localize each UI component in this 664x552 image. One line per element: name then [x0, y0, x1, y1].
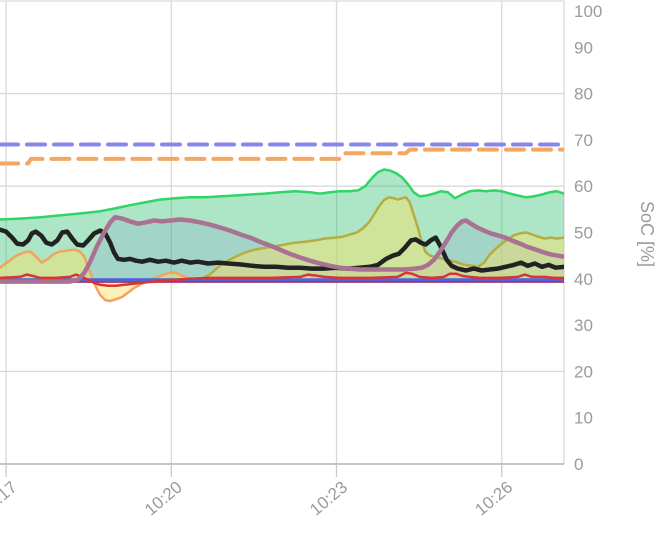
x-tick-label-10:17: 10:17	[0, 478, 21, 520]
x-tick-label-10:20: 10:20	[141, 478, 186, 520]
y-tick-label-0: 0	[574, 455, 583, 474]
y-tick-label-30: 30	[574, 316, 593, 335]
y-tick-label-80: 80	[574, 85, 593, 104]
y-tick-label-70: 70	[574, 131, 593, 150]
y-axis-title: SoC [%]	[637, 201, 657, 267]
series-black-line	[0, 227, 564, 273]
y-tick-label-60: 60	[574, 177, 593, 196]
series-mauve-line	[0, 214, 564, 284]
series-orange-area-fill	[0, 249, 564, 301]
series-mauve-fill-area-fill	[0, 217, 564, 282]
y-tick-label-20: 20	[574, 362, 593, 381]
series-group	[0, 142, 564, 303]
x-tick-label-10:26: 10:26	[472, 478, 517, 520]
series-green-range-area-fill	[0, 169, 564, 281]
y-tick-label-50: 50	[574, 224, 593, 243]
y-tick-label-100: 100	[574, 2, 602, 21]
x-tick-label-10:23: 10:23	[306, 478, 351, 520]
series-orange-dashed-limit	[0, 147, 564, 166]
y-tick-label-10: 10	[574, 409, 593, 428]
series-olive-area-fill	[199, 197, 564, 280]
y-tick-label-40: 40	[574, 270, 593, 289]
y-tick-label-90: 90	[574, 38, 593, 57]
series-green-range-area	[0, 168, 564, 221]
